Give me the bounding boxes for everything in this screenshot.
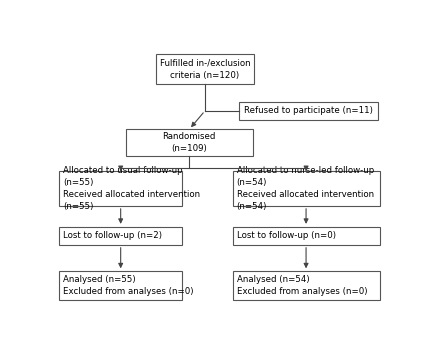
Text: Lost to follow-up (n=0): Lost to follow-up (n=0) (236, 231, 335, 240)
FancyBboxPatch shape (232, 271, 379, 300)
Text: Analysed (n=54)
Excluded from analyses (n=0): Analysed (n=54) Excluded from analyses (… (236, 275, 366, 296)
FancyBboxPatch shape (239, 102, 377, 120)
Text: Allocated to usual follow-up
(n=55)
Received allocated intervention
(n=55): Allocated to usual follow-up (n=55) Rece… (63, 166, 200, 211)
FancyBboxPatch shape (59, 271, 182, 300)
Text: Analysed (n=55)
Excluded from analyses (n=0): Analysed (n=55) Excluded from analyses (… (63, 275, 193, 296)
Text: Fulfilled in-/exclusion
criteria (n=120): Fulfilled in-/exclusion criteria (n=120) (160, 58, 250, 80)
Text: Lost to follow-up (n=2): Lost to follow-up (n=2) (63, 231, 162, 240)
FancyBboxPatch shape (126, 130, 252, 156)
Text: Allocated to nurse-led follow-up
(n=54)
Received allocated intervention
(n=54): Allocated to nurse-led follow-up (n=54) … (236, 166, 373, 211)
Text: Randomised
(n=109): Randomised (n=109) (162, 132, 215, 153)
FancyBboxPatch shape (232, 227, 379, 245)
FancyBboxPatch shape (232, 171, 379, 206)
FancyBboxPatch shape (59, 227, 182, 245)
FancyBboxPatch shape (155, 55, 254, 84)
Text: Refused to participate (n=11): Refused to participate (n=11) (243, 106, 372, 115)
FancyBboxPatch shape (59, 171, 182, 206)
